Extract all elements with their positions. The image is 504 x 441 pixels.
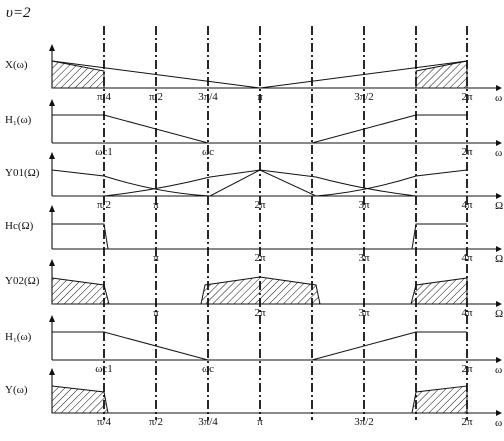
- panel-y-tick-label-5: 3π/2: [354, 416, 374, 428]
- diagram-title: υ=2: [6, 5, 31, 21]
- panel-hc-y-label: Hc(Ω): [5, 220, 34, 232]
- panel-y01-tick-label-3: 2π: [254, 199, 266, 211]
- panel-x-x-arrow: [496, 85, 502, 91]
- x-hatched-right: [415, 60, 468, 89]
- panel-y-tick-label-2: π/2: [149, 416, 163, 428]
- panel-y-tick-label-6: 2π: [461, 416, 473, 428]
- panel-y02-tick-label-4: 4π: [461, 307, 473, 319]
- panel-hc-tick-label-1: π: [153, 252, 159, 264]
- panel-y-tick-label-1: π/4: [97, 416, 112, 428]
- y-hatched-left: [51, 385, 109, 414]
- panel-y02-y-arrow: [49, 259, 55, 266]
- panel-y02-x-variable: Ω: [495, 308, 503, 320]
- panel-y01-y-arrow: [49, 152, 55, 159]
- y-hatched-right: [411, 385, 468, 414]
- signal-curves: [51, 60, 468, 414]
- panel-x-tick-label-2: π/2: [149, 91, 163, 103]
- panel-y01-x-variable: Ω: [495, 200, 503, 212]
- hc-response-right: [411, 223, 467, 250]
- x-hatched-left: [51, 60, 105, 89]
- panel-h1b-tick-label-1: ωc1: [95, 363, 113, 375]
- panel-h1b-x-variable: ω: [495, 364, 502, 376]
- panel-y01-tick-label-1: π/2: [97, 199, 111, 211]
- panel-hc-tick-label-4: 4π: [461, 252, 473, 264]
- panel-y-y-label: Y(ω): [5, 384, 28, 396]
- panel-y-x-variable: ω: [495, 417, 502, 429]
- panel-hc-y-arrow: [49, 205, 55, 212]
- panel-y02-tick-label-2: 2π: [254, 307, 266, 319]
- panel-y01-x-arrow: [496, 193, 502, 199]
- panel-h1-y-arrow: [49, 99, 55, 106]
- panel-x-x-variable: ω: [495, 92, 502, 104]
- panel-h1b-tick-label-2: ωc: [202, 363, 214, 375]
- panel-x-tick-label-6: 2π: [461, 91, 473, 103]
- panel-y-tick-label-3: 3π/4: [198, 416, 218, 428]
- panel-x-tick-label-4: π: [257, 91, 263, 103]
- panel-y01-tick-label-5: 4π: [461, 199, 473, 211]
- panel-y01-tick-label-4: 3π: [358, 199, 370, 211]
- panel-hc-tick-label-2: 2π: [254, 252, 266, 264]
- panel-y-y-arrow: [49, 368, 55, 375]
- panel-y02-tick-label-1: π: [153, 307, 159, 319]
- panel-x-y-label: X(ω): [5, 59, 28, 71]
- panel-y02-tick-label-3: 3π: [358, 307, 370, 319]
- panel-hc-x-variable: Ω: [495, 253, 503, 265]
- panel-y02-y-label: Y02(Ω): [5, 275, 40, 287]
- panel-h1b-y-label: H₁(ω): [5, 331, 32, 343]
- y02-hatched-left: [51, 277, 110, 305]
- panel-y01-tick-label-2: π: [153, 199, 159, 211]
- panel-hc-x-arrow: [496, 246, 502, 252]
- panel-h1-x-arrow: [496, 140, 502, 146]
- panel-x-y-arrow: [49, 44, 55, 51]
- panel-h1-tick-label-1: ωc1: [95, 146, 113, 158]
- panel-hc-tick-label-3: 3π: [358, 252, 370, 264]
- y02-hatched-right: [410, 277, 468, 305]
- panel-y02-x-arrow: [496, 301, 502, 307]
- panel-h1-y-label: H₁(ω): [5, 114, 32, 126]
- panel-y-x-arrow: [496, 410, 502, 416]
- panel-h1-tick-label-2: ωc: [202, 146, 214, 158]
- panel-h1b-y-arrow: [49, 315, 55, 322]
- panel-x-tick-label-1: π/4: [97, 91, 112, 103]
- panel-h1b-x-arrow: [496, 357, 502, 363]
- panel-y01-y-label: Y01(Ω): [5, 167, 40, 179]
- panel-h1b-tick-label-3: 2π: [461, 363, 473, 375]
- panel-h1-tick-label-3: 2π: [461, 146, 473, 158]
- panel-h1-x-variable: ω: [495, 147, 502, 159]
- panel-x-tick-label-5: 3π/2: [354, 91, 374, 103]
- panel-x-tick-label-3: 3π/4: [198, 91, 218, 103]
- panel-y-tick-label-4: π: [257, 416, 263, 428]
- hc-response-left: [52, 223, 109, 250]
